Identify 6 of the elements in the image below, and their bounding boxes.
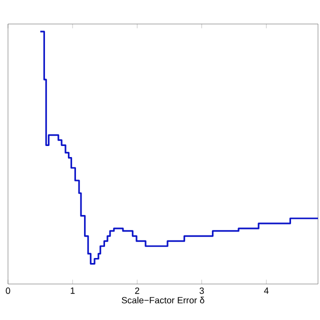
x-tick-label: 1	[70, 288, 75, 294]
x-axis-title: Scale−Factor Error δ	[122, 296, 204, 304]
x-tick-label: 4	[264, 288, 269, 294]
x-tick-label: 3	[200, 288, 204, 294]
x-tick-label: 2	[135, 288, 140, 294]
x-tick-label: 0	[6, 288, 10, 294]
